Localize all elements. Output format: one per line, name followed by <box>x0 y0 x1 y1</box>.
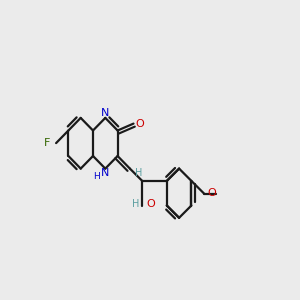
Text: N: N <box>101 168 110 178</box>
Text: O: O <box>135 118 144 129</box>
Text: H: H <box>132 199 139 209</box>
Text: N: N <box>101 107 110 118</box>
Text: H: H <box>135 168 142 178</box>
Text: O: O <box>207 188 216 199</box>
Text: O: O <box>147 199 155 209</box>
Text: F: F <box>44 138 50 148</box>
Text: H: H <box>94 172 100 181</box>
